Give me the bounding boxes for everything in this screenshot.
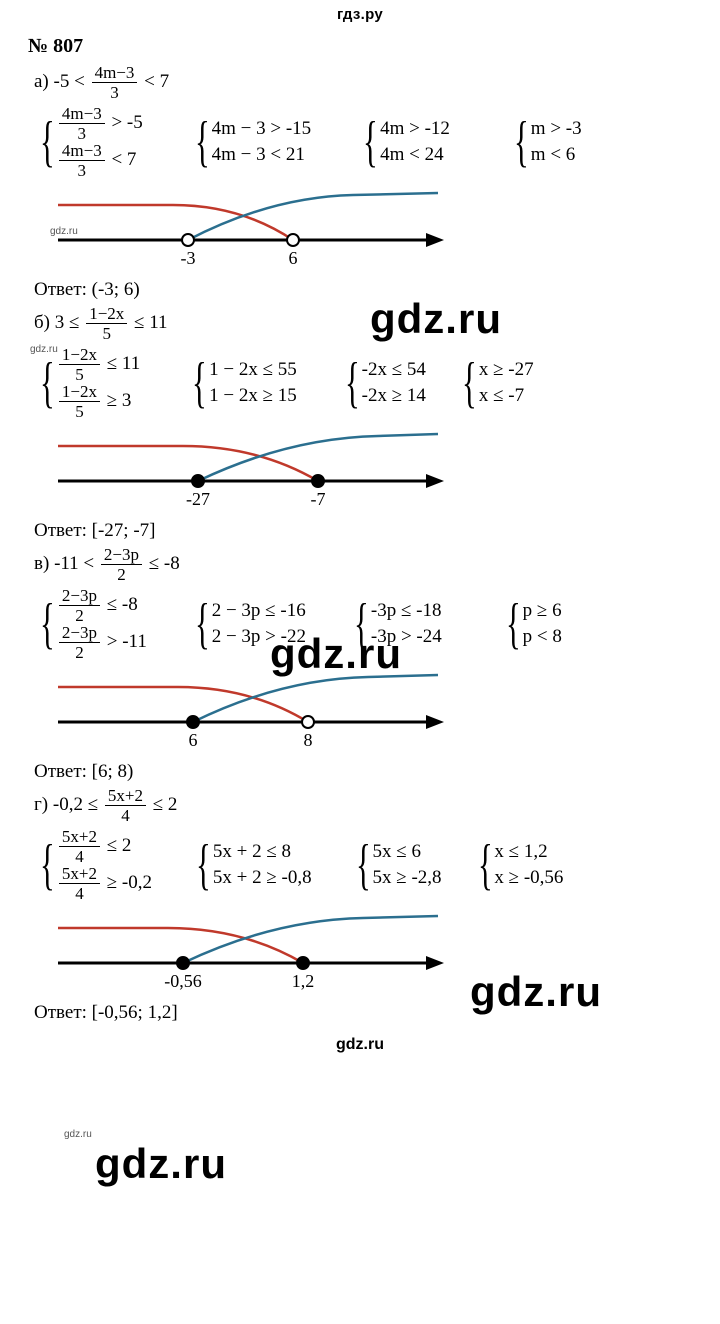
inequality-text: -11 < <box>54 553 99 574</box>
system-3: {5x ≤ 65x ≥ -2,8 <box>350 837 442 893</box>
watermark-large: gdz.ru <box>95 1140 227 1188</box>
inequality-text: ≤ 2 <box>153 794 178 815</box>
watermark-small: gdz.ru <box>30 344 58 355</box>
inequality-text: -5 < <box>54 71 90 92</box>
answer-label: Ответ: <box>34 520 87 541</box>
system-4: {x ≥ -27x ≤ -7 <box>456 355 534 411</box>
fraction: 5x+24 <box>105 787 146 824</box>
svg-text:-27: -27 <box>186 489 210 509</box>
system-3: {4m > -124m < 24 <box>357 114 450 170</box>
svg-text:-3: -3 <box>181 248 196 268</box>
watermark-small: gdz.ru <box>50 226 78 237</box>
fraction: 4m−33 <box>92 64 138 101</box>
part-label: г) <box>34 794 48 815</box>
system-4: {p ≥ 6p < 8 <box>500 596 562 652</box>
number-line-b: -27 -7 <box>48 426 692 514</box>
inequality-text: ≤ 11 <box>134 312 167 333</box>
svg-text:6: 6 <box>289 248 298 268</box>
part-a: а) -5 < 4m−33 < 7 { 4m−33 > -5 4m−33 < 7… <box>28 64 692 301</box>
answer-value: [6; 8) <box>92 761 134 782</box>
system-2: {1 − 2x ≤ 551 − 2x ≥ 15 <box>186 355 297 411</box>
svg-text:1,2: 1,2 <box>292 971 315 991</box>
part-label: в) <box>34 553 49 574</box>
system-4: {m > -3m < 6 <box>508 114 582 170</box>
problem-number: № 807 <box>28 35 692 58</box>
inequality-text: 3 ≤ <box>55 312 84 333</box>
system-1: { 1−2x5 ≤ 11 1−2x5 ≥ 3 <box>34 346 140 420</box>
system-2: {5x + 2 ≤ 85x + 2 ≥ -0,8 <box>190 837 312 893</box>
system-2: {4m − 3 > -154m − 3 < 21 <box>189 114 311 170</box>
answer-value: (-3; 6) <box>92 279 140 300</box>
answer-value: [-27; -7] <box>92 520 156 541</box>
watermark-large: gdz.ru <box>370 295 502 343</box>
fraction: 2−3p2 <box>101 546 142 583</box>
system-1: { 2−3p2 ≤ -8 2−3p2 > -11 <box>34 587 147 661</box>
inequality-text: < 7 <box>144 71 169 92</box>
number-line-a: -3 6 <box>48 185 692 273</box>
part-label: а) <box>34 71 49 92</box>
system-1: { 5x+24 ≤ 2 5x+24 ≥ -0,2 <box>34 828 152 902</box>
watermark-large: gdz.ru <box>270 630 402 678</box>
system-4: {x ≤ 1,2x ≥ -0,56 <box>472 837 564 893</box>
document-body: № 807 а) -5 < 4m−33 < 7 { 4m−33 > -5 4m−… <box>0 35 720 1024</box>
answer-label: Ответ: <box>34 1002 87 1023</box>
part-b: б) 3 ≤ 1−2x5 ≤ 11 { 1−2x5 ≤ 11 1−2x5 ≥ 3… <box>28 305 692 542</box>
fraction: 1−2x5 <box>86 305 127 342</box>
system-3: {-2x ≤ 54-2x ≥ 14 <box>339 355 426 411</box>
answer-label: Ответ: <box>34 761 87 782</box>
svg-text:8: 8 <box>304 730 313 750</box>
watermark-large: gdz.ru <box>470 968 602 1016</box>
system-1: { 4m−33 > -5 4m−33 < 7 <box>34 105 143 179</box>
answer-value: [-0,56; 1,2] <box>92 1002 178 1023</box>
answer-label: Ответ: <box>34 279 87 300</box>
inequality-text: ≤ -8 <box>149 553 180 574</box>
site-header: гдз.ру <box>0 0 720 27</box>
svg-text:-0,56: -0,56 <box>164 971 202 991</box>
number-line-c: 68 <box>48 667 692 755</box>
footer-watermark: gdz.ru <box>0 1028 720 1062</box>
part-label: б) <box>34 312 50 333</box>
inequality-text: -0,2 ≤ <box>53 794 103 815</box>
svg-text:6: 6 <box>189 730 198 750</box>
svg-text:-7: -7 <box>311 489 326 509</box>
watermark-small: gdz.ru <box>64 1129 92 1140</box>
